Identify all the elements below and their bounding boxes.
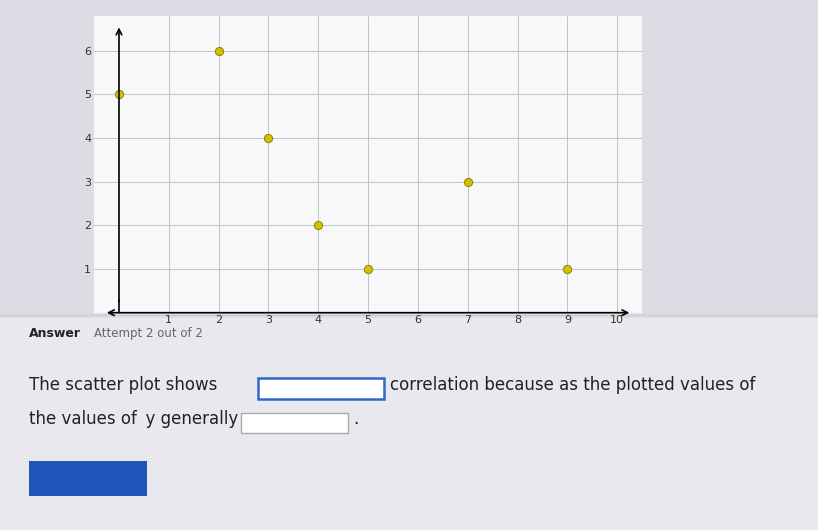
Point xyxy=(212,47,225,55)
Text: the values of  y generally: the values of y generally xyxy=(29,410,238,428)
Point xyxy=(262,134,275,143)
Point xyxy=(561,265,574,273)
Text: Answer: Answer xyxy=(29,326,81,340)
Text: .: . xyxy=(353,410,358,428)
Point xyxy=(362,265,375,273)
Text: correlation because as the plotted values of                                    : correlation because as the plotted value… xyxy=(390,376,818,394)
Text: The scatter plot shows: The scatter plot shows xyxy=(29,376,217,394)
Point xyxy=(461,178,474,186)
Text: ∨: ∨ xyxy=(372,385,381,399)
Point xyxy=(312,221,325,229)
Text: Attempt 2 out of 2: Attempt 2 out of 2 xyxy=(94,326,203,340)
Text: ∨: ∨ xyxy=(334,420,343,433)
Point xyxy=(112,90,125,99)
Text: Submit Answer: Submit Answer xyxy=(29,474,147,488)
